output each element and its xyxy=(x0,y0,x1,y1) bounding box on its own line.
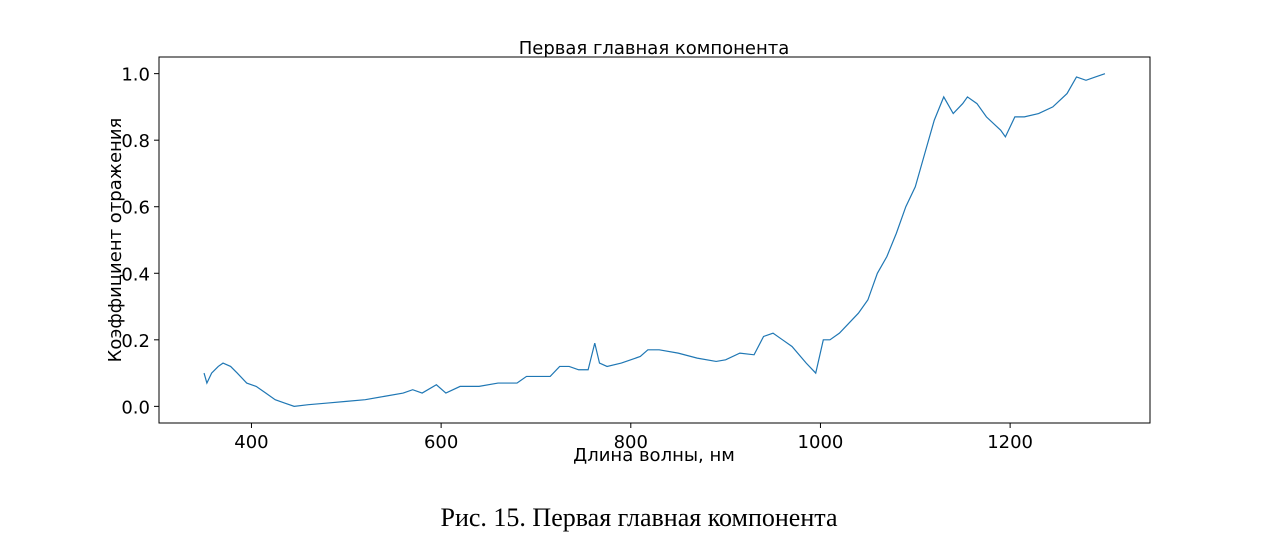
y-tick-label: 0.6 xyxy=(121,198,150,219)
x-tick-label: 1000 xyxy=(798,432,844,453)
x-tick-label: 1200 xyxy=(987,432,1033,453)
plot-frame xyxy=(158,56,1151,424)
y-tick-label: 0.0 xyxy=(121,397,150,418)
y-axis-label: Коэффициент отражения xyxy=(105,118,126,363)
x-tick-label: 800 xyxy=(614,432,648,453)
y-tick-label: 0.4 xyxy=(121,264,150,285)
caption: Рис. 15. Первая главная компонента xyxy=(441,503,838,532)
x-axis-label: Длина волны, нм xyxy=(573,445,735,466)
x-tick-label: 400 xyxy=(234,432,268,453)
y-tick-label: 0.8 xyxy=(121,131,150,152)
data-line xyxy=(203,73,1106,407)
chart-title: Первая главная компонента xyxy=(519,38,790,59)
y-tick-label: 0.2 xyxy=(121,331,150,352)
y-tick-label: 1.0 xyxy=(121,65,150,86)
x-tick-label: 600 xyxy=(424,432,458,453)
